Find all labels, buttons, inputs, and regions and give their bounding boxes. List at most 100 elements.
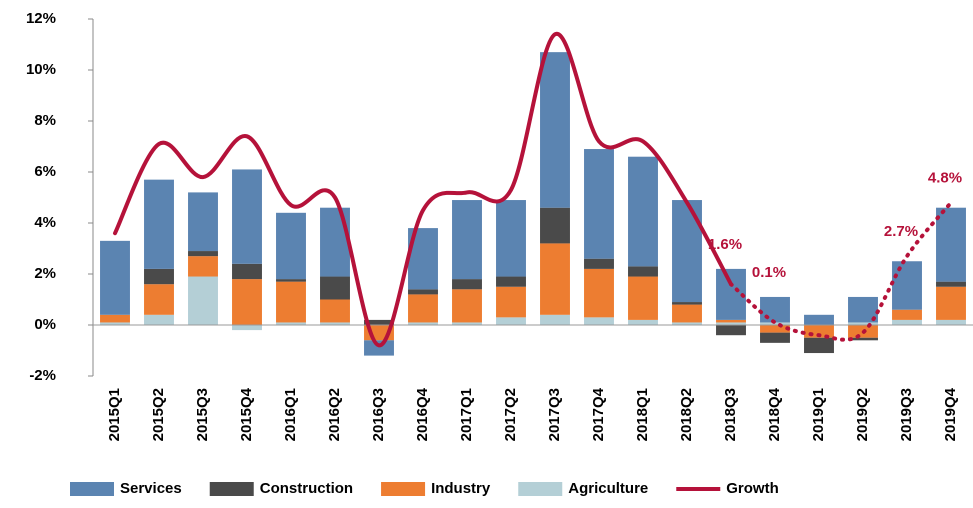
bar — [144, 314, 174, 325]
y-tick-label: 2% — [34, 265, 56, 282]
legend-label: Construction — [260, 480, 353, 497]
growth-line — [113, 32, 733, 348]
legend-label: Growth — [726, 480, 779, 497]
bar — [892, 261, 922, 310]
bar — [936, 286, 966, 320]
bar — [232, 263, 262, 280]
bar — [452, 322, 482, 325]
bar — [144, 268, 174, 285]
bar — [760, 325, 790, 333]
bar — [188, 251, 218, 257]
legend-swatch — [70, 482, 114, 496]
bar — [364, 319, 394, 325]
legend-label: Agriculture — [568, 480, 648, 497]
x-tick-label: 2018Q1 — [634, 388, 651, 441]
bar — [100, 322, 130, 325]
legend-swatch — [209, 482, 254, 496]
legend-label: Services — [120, 480, 182, 497]
bar — [628, 319, 658, 325]
bar — [320, 207, 350, 277]
y-tick-label: 12% — [26, 10, 56, 27]
legend-swatch — [381, 482, 426, 496]
bar — [144, 284, 174, 315]
bar — [804, 314, 834, 325]
bar — [672, 304, 702, 323]
bar — [584, 268, 614, 318]
y-tick-label: 10% — [26, 61, 56, 78]
bar — [716, 325, 746, 336]
bar — [100, 314, 130, 323]
bar — [100, 240, 130, 315]
bar — [144, 179, 174, 269]
bar — [760, 296, 790, 323]
bar — [540, 52, 570, 208]
bar — [452, 200, 482, 280]
bar — [848, 337, 878, 341]
x-tick-label: 2019Q4 — [942, 387, 959, 441]
growth-line-dotted — [729, 200, 953, 342]
x-tick-label: 2018Q3 — [722, 388, 739, 441]
bar — [496, 286, 526, 318]
bar — [276, 212, 306, 280]
legend-swatch — [518, 482, 563, 496]
bar — [364, 340, 394, 356]
bar — [188, 192, 218, 252]
data-label: 1.6% — [708, 236, 742, 253]
bar — [584, 149, 614, 259]
bar — [320, 299, 350, 323]
bar — [848, 322, 878, 325]
data-label: 2.7% — [884, 223, 918, 240]
bar — [584, 258, 614, 269]
bar — [628, 156, 658, 267]
y-tick-label: 4% — [34, 214, 56, 231]
bar — [936, 319, 966, 325]
x-tick-label: 2015Q3 — [194, 388, 211, 441]
y-tick-label: 6% — [34, 163, 56, 180]
y-tick-label: 8% — [34, 112, 56, 129]
bar — [672, 322, 702, 325]
bar — [672, 302, 702, 305]
x-tick-label: 2016Q4 — [414, 387, 431, 441]
bar — [452, 279, 482, 290]
bar — [936, 207, 966, 282]
bar — [540, 314, 570, 325]
bar — [936, 281, 966, 287]
data-label: 0.1% — [752, 264, 786, 281]
x-tick-label: 2017Q2 — [502, 388, 519, 441]
bar — [188, 276, 218, 325]
bar — [584, 317, 614, 325]
bar — [276, 322, 306, 325]
bar — [540, 207, 570, 244]
bar — [628, 276, 658, 320]
x-tick-label: 2016Q1 — [282, 388, 299, 441]
bar — [672, 200, 702, 303]
y-tick-label: -2% — [29, 367, 56, 384]
bar — [716, 319, 746, 323]
x-tick-label: 2016Q2 — [326, 388, 343, 441]
data-label: 4.8% — [928, 170, 962, 187]
x-tick-label: 2019Q3 — [898, 388, 915, 441]
bar — [320, 322, 350, 325]
x-tick-label: 2018Q4 — [766, 387, 783, 441]
bar — [276, 281, 306, 323]
bar — [540, 243, 570, 315]
bar — [892, 319, 922, 325]
bar — [232, 279, 262, 325]
x-tick-label: 2017Q1 — [458, 388, 475, 441]
bar — [232, 325, 262, 331]
bar — [496, 317, 526, 325]
x-tick-label: 2015Q2 — [150, 388, 167, 441]
bar — [892, 309, 922, 320]
bar — [760, 322, 790, 325]
x-tick-label: 2015Q4 — [238, 387, 255, 441]
x-tick-label: 2018Q2 — [678, 388, 695, 441]
bar — [408, 322, 438, 325]
x-tick-label: 2017Q4 — [590, 387, 607, 441]
bar — [408, 294, 438, 323]
bar — [760, 332, 790, 343]
bar — [232, 169, 262, 264]
bar — [496, 200, 526, 277]
bar — [188, 256, 218, 277]
